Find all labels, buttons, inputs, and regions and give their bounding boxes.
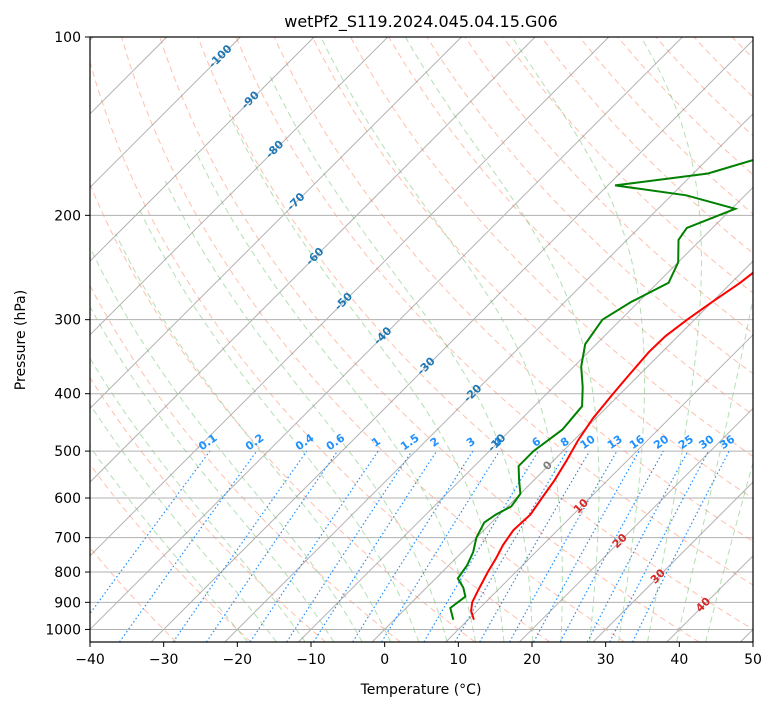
y-tick-label: 300: [54, 313, 81, 329]
x-tick-label: 40: [670, 652, 688, 668]
y-tick-label: 600: [54, 491, 81, 507]
dry-adiabat-line: [273, 37, 753, 543]
moist-adiabat-line: [640, 37, 702, 642]
y-tick-label: 700: [54, 531, 81, 547]
mixing-ratio-line: [559, 450, 664, 642]
dry-adiabat-line: [426, 37, 753, 375]
x-tick-label: −40: [75, 652, 105, 668]
dry-adiabat-line: [90, 182, 476, 642]
moist-adiabat-line: [91, 251, 363, 642]
x-tick-label: 10: [449, 652, 467, 668]
plot-frame: [89, 36, 754, 643]
y-tick-label: 200: [54, 208, 81, 224]
mixing-ratio-line: [286, 450, 413, 642]
y-tick-label: 1000: [45, 622, 81, 638]
dry-adiabat-line: [90, 284, 401, 642]
moist-adiabat-line: [138, 208, 420, 642]
mixing-ratio-line: [172, 450, 308, 642]
moist-adiabat-line: [90, 403, 277, 642]
moist-adiabat-line: [405, 37, 600, 642]
isotherm-line: [90, 37, 462, 410]
chart-title: wetPf2_S119.2024.045.04.15.G06: [284, 12, 558, 32]
x-tick-label: 0: [380, 652, 389, 668]
dewpoint-profile-line: [449, 159, 753, 620]
x-tick-label: −20: [223, 652, 253, 668]
moist-adiabat-line: [228, 113, 505, 642]
y-tick-label: 900: [54, 595, 81, 611]
dry-adiabat-line: [235, 37, 753, 586]
dry-adiabat-line: [617, 37, 753, 176]
dry-adiabat-line: [90, 60, 551, 642]
dry-adiabat-line: [579, 37, 753, 215]
x-tick-label: 30: [597, 652, 615, 668]
mixing-ratio-line: [249, 450, 379, 642]
y-tick-label: 100: [54, 30, 81, 46]
moist-adiabat-line: [705, 461, 753, 642]
mixing-ratio-line: [352, 450, 474, 642]
isotherm-line: [90, 37, 610, 557]
y-tick-label: 500: [54, 444, 81, 460]
moist-adiabat-line: [90, 305, 335, 642]
isotherm-line: [445, 334, 753, 642]
plot-area: 0.1 0.2 0.4 0.6 1 1.5 2 3 4 6 8 10 13 16 20 25 30 36-100-…: [90, 37, 753, 642]
dry-adiabat-line: [159, 37, 700, 642]
x-axis-title: Temperature (°C): [360, 682, 482, 698]
isotherm-line: [371, 260, 753, 642]
isotherm-line: [224, 113, 753, 642]
isotherm-line: [90, 37, 315, 262]
dry-adiabat-line: [350, 37, 753, 457]
isotherm-line: [90, 37, 536, 483]
dry-adiabat-line: [121, 37, 625, 642]
mixing-ratio-line: [533, 450, 640, 642]
isotherm-line: [90, 37, 683, 631]
mixing-ratio-line: [312, 450, 438, 642]
moist-adiabat-line: [164, 180, 448, 642]
y-tick-label: 400: [54, 387, 81, 403]
x-tick-label: 50: [744, 652, 762, 668]
isotherm-line: [519, 407, 753, 642]
mixing-ratio-line: [509, 450, 618, 642]
moist-adiabat-line: [115, 233, 392, 642]
mixing-ratio-line: [632, 450, 730, 642]
mixing-ratio-line: [90, 450, 211, 615]
dry-adiabat-line: [464, 37, 753, 334]
isotherm-line: [150, 39, 753, 642]
x-tick-label: −30: [149, 652, 179, 668]
dry-adiabat-line: [388, 37, 753, 416]
dry-adiabat-line: [540, 37, 753, 254]
isotherm-line: [90, 37, 389, 336]
isotherm-line: [592, 481, 753, 642]
temperature-profile-line: [470, 271, 753, 621]
moist-adiabat-line: [676, 295, 753, 642]
x-tick-label: −10: [296, 652, 326, 668]
dry-adiabat-line: [90, 463, 252, 642]
isotherm-line: [298, 186, 753, 642]
moist-adiabat-line: [511, 37, 645, 642]
mixing-ratio-line: [119, 450, 258, 642]
moist-adiabat-line: [320, 37, 563, 642]
mixing-ratio-line: [381, 450, 501, 642]
x-tick-label: 20: [523, 652, 541, 668]
axes: −40 −30 −20 −10 0 10 20 30 40 50 100 200 300 400 500 60…: [45, 30, 762, 668]
moist-adiabat-line: [90, 445, 249, 642]
y-axis-title: Pressure (hPa): [13, 290, 29, 390]
mixing-ratio-line: [205, 450, 338, 642]
isotherm-line: [90, 37, 241, 189]
y-tick-label: 800: [54, 565, 81, 581]
